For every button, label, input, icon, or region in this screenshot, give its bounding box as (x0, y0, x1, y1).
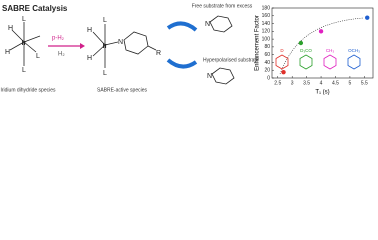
data-point (365, 15, 370, 20)
substituent-label: CH₃ (326, 48, 334, 53)
atom: L (103, 70, 107, 77)
y-tick-label: 20 (264, 68, 270, 74)
atom: N (205, 21, 210, 28)
pyridine-ring (123, 31, 149, 55)
caption: Hyperpolarised substrate (203, 57, 259, 63)
graphical-abstract: SABRE Catalysis H H Ir L L L Iridium dih… (0, 3, 374, 96)
x-tick-label: 3 (291, 80, 294, 86)
substrate-ring (323, 54, 337, 70)
x-tick-label: 5.5 (361, 80, 368, 86)
atom: L (22, 16, 26, 23)
substrate-ring (299, 54, 313, 70)
y-tick-label: 80 (264, 44, 270, 50)
y-axis-label: Enhancement Factor (255, 15, 261, 71)
atom: L (36, 53, 40, 60)
sabre-complex-bonds (92, 24, 119, 68)
x-tick-label: 2.5 (274, 80, 281, 86)
data-point (298, 40, 304, 46)
reagent: p-H₂ (52, 36, 65, 42)
caption: Iridium dihydride species (0, 87, 56, 93)
substituent-label: OCH₃ (348, 48, 360, 53)
y-tick-label: 120 (262, 29, 271, 35)
pyridine-ring (211, 67, 235, 85)
atom: Ir (103, 43, 108, 50)
y-tick-label: 60 (264, 52, 270, 58)
substituent-label: D₃CO (300, 48, 312, 53)
x-tick-label: 3.5 (303, 80, 310, 86)
caption: Free substrate from excess (192, 3, 253, 9)
substrate-ring (275, 54, 289, 70)
exchange-arrow (166, 21, 198, 32)
exchange-arrow (166, 58, 198, 69)
title: SABRE Catalysis (2, 4, 68, 13)
atom: H (5, 49, 10, 56)
x-tick-label: 4 (320, 80, 323, 86)
y-tick-label: 160 (262, 13, 271, 19)
atom: H (87, 27, 92, 34)
reagent: H₂ (58, 52, 65, 58)
atom: L (103, 17, 107, 24)
trend-curve (279, 17, 364, 75)
plot-frame (271, 7, 374, 79)
atom: H (8, 25, 13, 32)
atom: H (87, 55, 92, 62)
pyridine-ring (209, 15, 233, 33)
y-tick-label: 40 (264, 60, 270, 66)
x-tick-label: 5 (349, 80, 352, 86)
bond (147, 45, 157, 51)
data-point (281, 69, 286, 75)
atom: N (207, 73, 212, 80)
x-axis-label: T₁ (s) (315, 90, 329, 96)
substrate-ring (347, 54, 361, 70)
data-point (318, 29, 324, 34)
atom: Ir (22, 40, 27, 47)
y-tick-label: 180 (262, 5, 271, 11)
y-tick-label: 140 (262, 21, 271, 27)
x-tick-label: 4.5 (332, 80, 339, 86)
arrow-head (80, 43, 85, 49)
atom: N (118, 39, 123, 46)
atom: L (22, 67, 26, 74)
y-tick-label: 0 (267, 75, 270, 81)
caption: SABRE-active species (97, 87, 148, 93)
substituent-label: D (280, 48, 284, 53)
atom: R (156, 50, 161, 57)
y-tick-label: 100 (262, 36, 271, 42)
ir-dihydride-bonds (9, 22, 41, 66)
